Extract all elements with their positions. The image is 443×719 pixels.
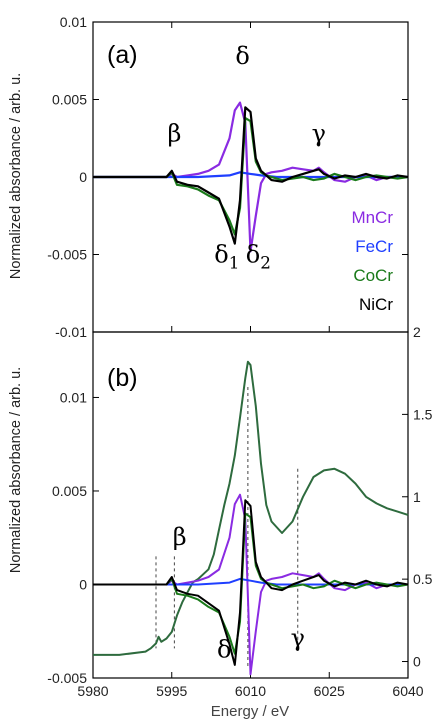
panel-b-xtick-label: 6025 <box>314 683 345 699</box>
panel-b-annotation-γ: γ <box>291 624 305 652</box>
panel-b-annotation-β: β <box>173 523 187 551</box>
panel-b-xtick-label: 6040 <box>392 683 423 699</box>
panel-a-series-cocr <box>93 116 409 236</box>
legend-entry-fecr: FeCr <box>355 237 393 256</box>
panel-b-series-nicr <box>93 499 409 666</box>
panel-a-annotation-delta-2: δ2 <box>246 240 271 272</box>
panel-b-xtick-label: 6010 <box>235 683 266 699</box>
panel-a-ylabel: Normalized absorbance / arb. u. <box>8 73 24 279</box>
panel-a-label: (a) <box>107 41 138 69</box>
panel-b-annotation-δ: δ <box>217 635 231 663</box>
panel-b-y2tick-label: 1 <box>413 489 421 505</box>
panel-a-annotation-δ: δ <box>235 42 249 70</box>
legend-entry-nicr: NiCr <box>359 295 393 314</box>
panel-b-y2tick-label: 2 <box>413 324 421 340</box>
panel-b-y2tick-label: 0.5 <box>413 571 433 587</box>
legend-entry-cocr: CoCr <box>353 266 393 285</box>
panel-b-series-cocr <box>93 512 409 655</box>
panel-b-series-fecr <box>93 577 408 586</box>
panel-a: (a) 0.01 0.005 0 -0.005 -0.01 δ β γ δ1 δ2 MnCr Fe… <box>47 14 409 340</box>
panel-b-y2tick-label: 0 <box>413 654 421 670</box>
panel-b-y2tick-label: 1.5 <box>413 406 433 422</box>
panel-b-ytick-label: 0.01 <box>60 389 87 405</box>
panel-b-xtick-label: 5995 <box>156 683 187 699</box>
panel-b-label: (b) <box>107 364 138 392</box>
panel-b-xtick-label: 5980 <box>77 683 108 699</box>
panel-b-xlabel: Energy / eV <box>211 703 289 719</box>
panel-b: (b) 0.01 0.005 0 -0.005 2 1.5 1 0.5 0 5980 5995 601… <box>47 324 432 719</box>
panel-a-ytick-label: -0.01 <box>55 324 87 340</box>
panel-b-ytick-label: -0.005 <box>47 670 87 686</box>
panel-a-ytick-label: 0 <box>79 169 87 185</box>
panel-a-ytick-label: 0.01 <box>60 14 87 30</box>
panel-a-annotation-γ: γ <box>312 119 326 147</box>
panel-b-ytick-label: 0.005 <box>52 483 87 499</box>
panel-a-annotation-delta-1: δ1 <box>214 240 239 272</box>
panel-a-annotation-β: β <box>167 119 181 147</box>
panel-b-absorption-spectrum <box>93 360 409 656</box>
panel-b-ytick-label: 0 <box>79 576 87 592</box>
panel-a-ytick-label: 0.005 <box>52 92 87 108</box>
legend-entry-mncr: MnCr <box>351 208 393 227</box>
panel-a-legend: MnCr FeCr CoCr NiCr <box>351 208 393 314</box>
panel-b-ylabel: Normalized absorbance / arb. u. <box>8 367 24 573</box>
panel-a-series-fecr <box>93 171 408 179</box>
panel-a-series-nicr <box>93 106 409 245</box>
panel-a-ytick-label: -0.005 <box>47 247 87 263</box>
